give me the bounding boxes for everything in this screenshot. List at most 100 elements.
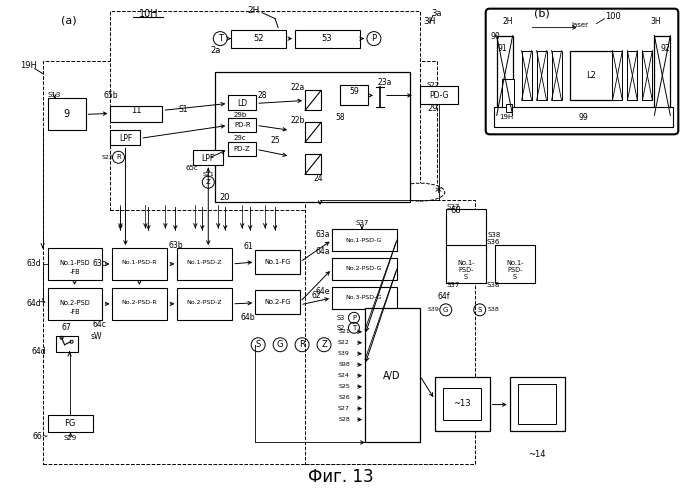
Bar <box>627 50 638 100</box>
Text: No.3-PSD-G: No.3-PSD-G <box>346 296 382 300</box>
Text: S3: S3 <box>337 315 345 321</box>
Text: 10H: 10H <box>138 8 158 18</box>
Text: 61: 61 <box>243 242 253 250</box>
Text: P: P <box>352 315 356 321</box>
Bar <box>177 288 233 320</box>
Text: 28: 28 <box>257 91 267 100</box>
Bar <box>522 50 531 100</box>
Bar <box>494 245 535 283</box>
Bar <box>509 376 565 432</box>
Bar <box>177 248 233 280</box>
Text: (b): (b) <box>534 8 550 18</box>
Text: 64e: 64e <box>316 288 330 296</box>
Text: 3H: 3H <box>650 17 661 26</box>
Text: Z: Z <box>321 340 327 349</box>
Text: 9: 9 <box>63 110 70 120</box>
Text: S37: S37 <box>355 220 369 226</box>
Text: FG: FG <box>64 419 75 428</box>
Text: -FB: -FB <box>70 309 80 315</box>
Text: 25: 25 <box>270 136 280 145</box>
Text: S: S <box>256 340 261 349</box>
Bar <box>305 122 321 142</box>
Bar <box>113 248 167 280</box>
Bar <box>228 118 256 132</box>
Text: 29: 29 <box>428 104 438 113</box>
Text: 90: 90 <box>491 32 501 41</box>
Text: R: R <box>116 154 121 160</box>
Bar <box>110 106 162 122</box>
Bar <box>305 154 321 174</box>
Text: S: S <box>464 274 468 280</box>
Bar <box>305 200 475 464</box>
Text: S39: S39 <box>338 351 350 356</box>
Text: S2: S2 <box>337 325 345 331</box>
Text: LD: LD <box>237 99 248 108</box>
Text: No.2-FG: No.2-FG <box>264 299 291 305</box>
Text: 64f: 64f <box>438 292 450 302</box>
Text: 63b: 63b <box>168 240 183 250</box>
Text: S21: S21 <box>338 330 350 334</box>
Text: 3a: 3a <box>432 9 442 18</box>
Text: L2: L2 <box>587 71 597 80</box>
Text: S39: S39 <box>428 308 440 312</box>
Text: 19H: 19H <box>20 61 37 70</box>
Text: LPF: LPF <box>119 134 132 143</box>
Text: 62: 62 <box>311 292 321 300</box>
Bar <box>48 414 93 432</box>
Text: 11: 11 <box>131 106 142 115</box>
Text: 65b: 65b <box>103 91 118 100</box>
Text: 22a: 22a <box>291 83 306 92</box>
Bar <box>496 36 513 116</box>
Bar <box>110 130 140 146</box>
Bar <box>228 96 256 110</box>
Text: 100: 100 <box>606 12 621 21</box>
Text: 64d: 64d <box>27 300 41 308</box>
Text: (a): (a) <box>61 16 76 26</box>
Text: 64d: 64d <box>31 347 46 356</box>
Text: G: G <box>277 340 284 349</box>
Bar <box>255 250 300 274</box>
Text: 22b: 22b <box>291 116 306 125</box>
Bar <box>255 290 300 314</box>
Text: R: R <box>299 340 305 349</box>
Text: No.2-PSD-R: No.2-PSD-R <box>121 300 158 306</box>
Text: S24: S24 <box>338 373 350 378</box>
Text: 58: 58 <box>335 113 345 122</box>
Text: 63a: 63a <box>316 230 330 238</box>
Text: No.1-: No.1- <box>506 260 523 266</box>
Text: 2H: 2H <box>503 17 513 26</box>
Bar <box>295 30 360 48</box>
Text: T: T <box>218 34 223 43</box>
Text: S98: S98 <box>338 362 350 367</box>
Text: 24: 24 <box>313 174 323 182</box>
Text: PD-G: PD-G <box>429 91 449 100</box>
Text: 67: 67 <box>61 324 72 332</box>
Text: S22: S22 <box>426 82 439 88</box>
Text: 52: 52 <box>253 34 263 43</box>
Text: 99: 99 <box>578 113 589 122</box>
Bar <box>443 388 481 420</box>
Text: S38: S38 <box>488 308 499 312</box>
Text: S1: S1 <box>179 105 188 114</box>
Bar <box>612 50 623 100</box>
Text: *: * <box>434 185 441 199</box>
Text: S37: S37 <box>446 204 460 210</box>
Text: 59: 59 <box>349 87 359 96</box>
Text: 19H: 19H <box>499 114 514 120</box>
Text: 65c: 65c <box>186 165 198 171</box>
Text: PSD-: PSD- <box>507 267 522 273</box>
Bar <box>420 86 458 104</box>
Text: No.1-PSD-G: No.1-PSD-G <box>346 238 382 242</box>
Bar <box>55 336 78 351</box>
Text: 2a: 2a <box>210 46 220 55</box>
Text: S36: S36 <box>486 239 499 245</box>
Text: 2H: 2H <box>247 6 259 15</box>
Text: No.1-: No.1- <box>457 260 475 266</box>
Bar <box>228 142 256 156</box>
Text: No.1-PSD-Z: No.1-PSD-Z <box>187 260 222 266</box>
Text: 64b: 64b <box>241 314 256 322</box>
Text: S22: S22 <box>102 155 113 160</box>
Text: S28: S28 <box>338 417 350 422</box>
Text: S13: S13 <box>48 92 61 98</box>
Text: 64a: 64a <box>316 248 330 256</box>
